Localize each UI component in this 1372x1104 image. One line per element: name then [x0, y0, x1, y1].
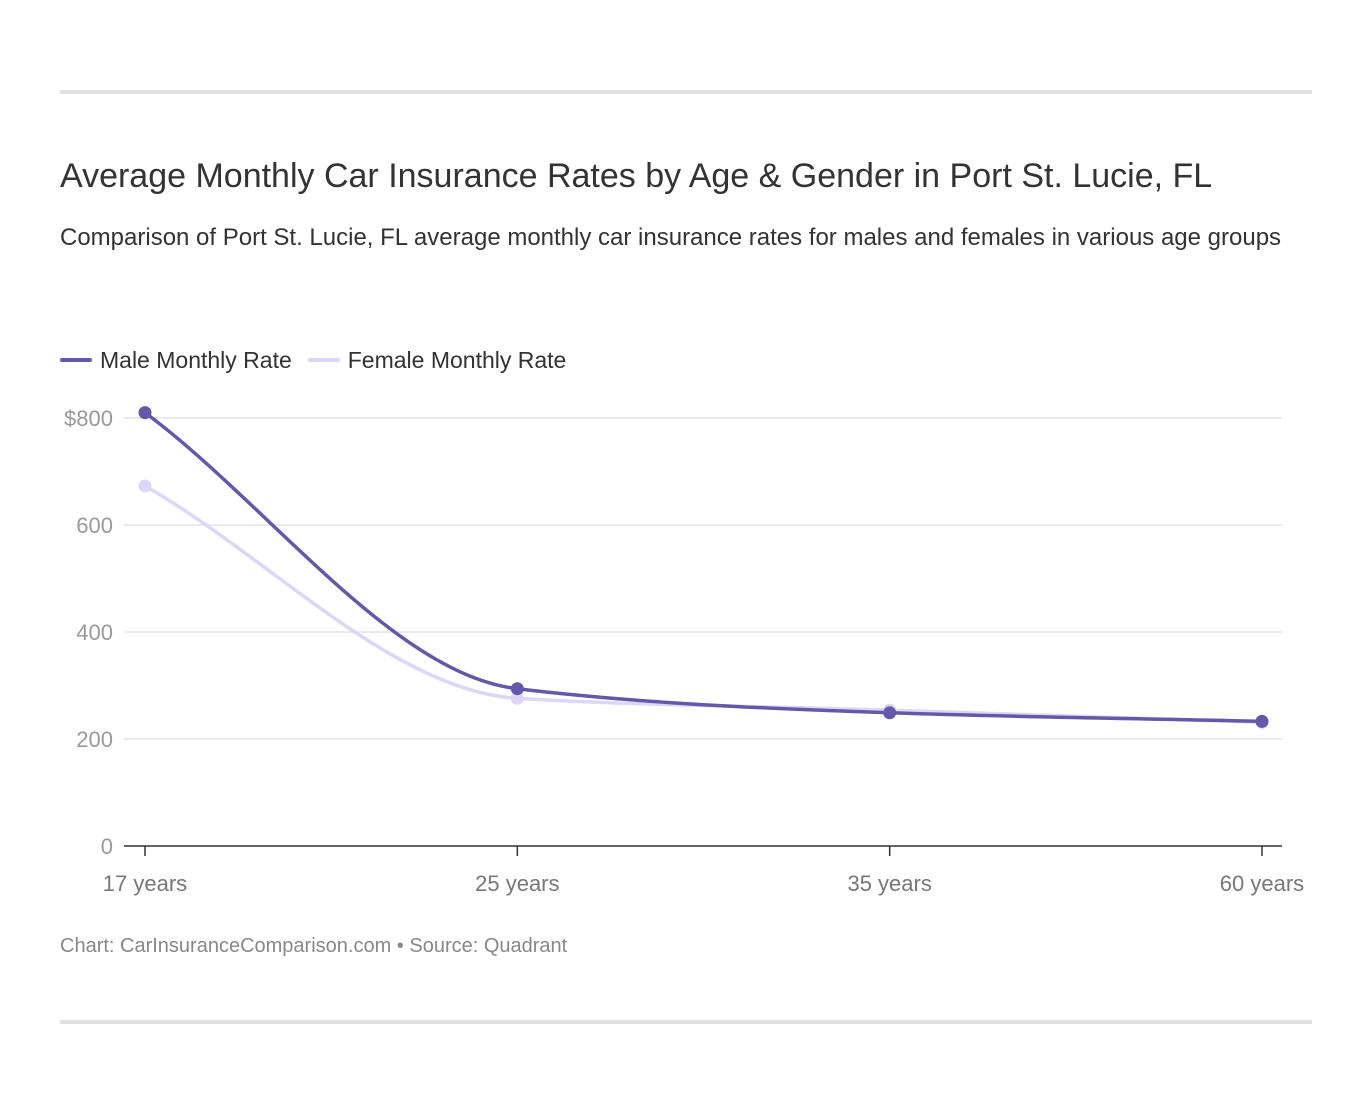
- data-points: [138, 406, 1269, 729]
- legend-label-male: Male Monthly Rate: [100, 346, 292, 373]
- chart-source-footer: Chart: CarInsuranceComparison.com • Sour…: [60, 935, 568, 957]
- top-divider: [60, 90, 1312, 94]
- data-point-male[interactable]: [1255, 714, 1269, 728]
- gridlines: 0 200 400 600 $800: [64, 406, 1282, 859]
- series-line-male: [143, 410, 1264, 724]
- legend-item-male[interactable]: Male Monthly Rate: [60, 347, 292, 374]
- y-tick-label: $800: [64, 406, 113, 431]
- data-point-female[interactable]: [138, 479, 152, 493]
- chart-legend: Male Monthly Rate Female Monthly Rate: [60, 344, 582, 376]
- legend-swatch-female: [307, 358, 340, 362]
- x-tick-label: 35 years: [847, 871, 931, 896]
- x-tick-label: 17 years: [103, 871, 187, 896]
- y-tick-label: 600: [76, 513, 113, 538]
- y-tick-label: 0: [101, 834, 113, 859]
- series-lines: [143, 410, 1264, 725]
- x-tick-label: 60 years: [1220, 871, 1304, 896]
- legend-label-female: Female Monthly Rate: [347, 346, 567, 373]
- y-tick-label: 400: [76, 620, 113, 645]
- series-line-female: [143, 484, 1264, 725]
- legend-swatch-male: [60, 358, 92, 362]
- legend-item-female[interactable]: Female Monthly Rate: [307, 346, 567, 374]
- data-point-male[interactable]: [138, 406, 152, 420]
- data-point-male[interactable]: [883, 706, 897, 720]
- data-point-female[interactable]: [510, 691, 524, 705]
- x-axis: 17 years 25 years 35 years 60 years: [103, 845, 1304, 896]
- chart-title: Average Monthly Car Insurance Rates by A…: [60, 157, 1213, 195]
- bottom-divider: [60, 1020, 1312, 1024]
- data-point-male[interactable]: [510, 682, 524, 696]
- x-tick-label: 25 years: [475, 871, 559, 896]
- chart-subtitle: Comparison of Port St. Lucie, FL average…: [60, 224, 1282, 251]
- y-tick-label: 200: [76, 727, 113, 752]
